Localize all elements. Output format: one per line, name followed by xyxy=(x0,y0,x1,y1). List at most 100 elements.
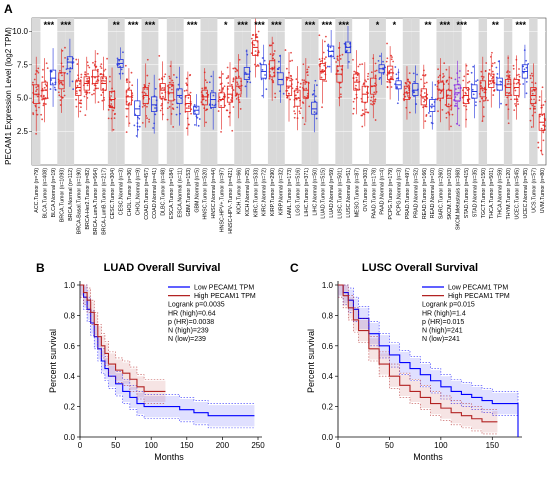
data-point xyxy=(234,67,236,70)
data-point xyxy=(301,101,304,104)
data-point xyxy=(131,94,134,97)
data-point xyxy=(101,91,104,94)
category-label: READ.Normal (n=10) xyxy=(430,168,436,218)
data-point xyxy=(431,103,434,106)
data-point xyxy=(457,87,460,90)
data-point xyxy=(476,79,479,82)
data-point xyxy=(441,108,444,111)
data-point xyxy=(537,146,540,149)
significance-marker: *** xyxy=(187,20,198,30)
data-point xyxy=(303,123,306,126)
category-label: THCA.Tumor (n=501) xyxy=(489,168,495,219)
data-point xyxy=(86,61,89,64)
box-iqr xyxy=(66,56,74,70)
data-point xyxy=(379,76,382,79)
data-point xyxy=(75,105,78,108)
data-point xyxy=(154,113,157,116)
data-point xyxy=(274,96,277,99)
data-point xyxy=(458,124,461,127)
data-point xyxy=(86,77,89,80)
ci-upper-line xyxy=(80,284,166,380)
data-point xyxy=(316,84,318,87)
data-point xyxy=(390,58,393,61)
data-point xyxy=(530,72,533,75)
data-point xyxy=(110,103,113,105)
data-point xyxy=(35,90,37,93)
data-point xyxy=(232,80,235,83)
y-tick-label: 10.0 xyxy=(12,27,28,36)
data-point xyxy=(430,106,433,109)
y-axis-label: Percent survival xyxy=(48,329,58,393)
data-point xyxy=(415,103,418,105)
data-point xyxy=(84,91,86,93)
data-point xyxy=(143,91,146,94)
y-tick-label: 0.6 xyxy=(64,342,76,351)
significance-marker: *** xyxy=(271,20,282,30)
data-point xyxy=(407,96,410,99)
data-point xyxy=(171,107,174,110)
data-point xyxy=(455,102,457,105)
data-point xyxy=(162,95,164,98)
legend-entry: Low PECAM1 TPM xyxy=(448,285,508,292)
data-point xyxy=(212,94,215,97)
data-point xyxy=(45,62,48,65)
data-point xyxy=(286,96,289,99)
category-label: SARC.Tumor (n=260) xyxy=(439,168,445,219)
data-point xyxy=(447,94,450,97)
data-point xyxy=(80,102,83,105)
data-point xyxy=(474,104,477,107)
data-point xyxy=(423,100,425,103)
data-point xyxy=(484,99,487,102)
box-7 xyxy=(90,50,100,104)
y-tick-label: 0.8 xyxy=(64,311,76,320)
data-point xyxy=(63,90,65,93)
data-point xyxy=(113,117,116,120)
data-point xyxy=(518,68,520,70)
survival-curve xyxy=(80,284,166,392)
data-point xyxy=(303,79,306,82)
data-point xyxy=(107,117,110,120)
box-58 xyxy=(521,44,530,99)
data-point xyxy=(168,77,171,80)
category-label: LUSC.Normal (n=51) xyxy=(346,168,352,218)
panel-c-title: LUSC Overall Survival xyxy=(362,262,478,274)
data-point xyxy=(425,81,428,84)
data-point xyxy=(534,107,537,110)
category-label: LAML.Tumor (n=173) xyxy=(287,168,293,219)
data-point xyxy=(40,95,42,97)
data-point xyxy=(163,75,166,78)
data-point xyxy=(293,110,296,113)
legend-entry: Low PECAM1 TPM xyxy=(194,285,254,292)
legend-stat: HR (high)=1.4 xyxy=(422,310,466,317)
data-point xyxy=(119,65,122,68)
data-point xyxy=(484,97,487,100)
data-point xyxy=(294,112,297,115)
box-iqr xyxy=(210,92,217,108)
data-point xyxy=(96,52,99,55)
category-label: BLCA.Tumor (n=408) xyxy=(43,168,49,219)
data-point xyxy=(284,49,287,51)
significance-marker: *** xyxy=(339,20,350,30)
data-point xyxy=(217,110,220,112)
data-point xyxy=(517,103,520,106)
legend-stat: Logrank p=0.0035 xyxy=(168,302,225,309)
box-2 xyxy=(49,48,57,107)
data-point xyxy=(533,98,535,101)
data-point xyxy=(467,70,470,72)
data-point xyxy=(534,82,537,85)
data-point xyxy=(185,82,188,85)
box-iqr xyxy=(277,72,284,86)
box-45 xyxy=(411,65,419,114)
data-point xyxy=(35,86,38,89)
data-point xyxy=(108,80,111,83)
shade-band xyxy=(453,18,462,165)
data-point xyxy=(213,104,216,107)
data-point xyxy=(388,72,390,75)
data-point xyxy=(439,92,442,94)
data-point xyxy=(160,98,163,101)
y-tick-label: 0.0 xyxy=(64,433,76,442)
data-point xyxy=(37,67,40,70)
data-point xyxy=(425,115,428,117)
category-label: HNSC.Normal (n=44) xyxy=(211,168,217,219)
box-iqr xyxy=(75,80,82,96)
